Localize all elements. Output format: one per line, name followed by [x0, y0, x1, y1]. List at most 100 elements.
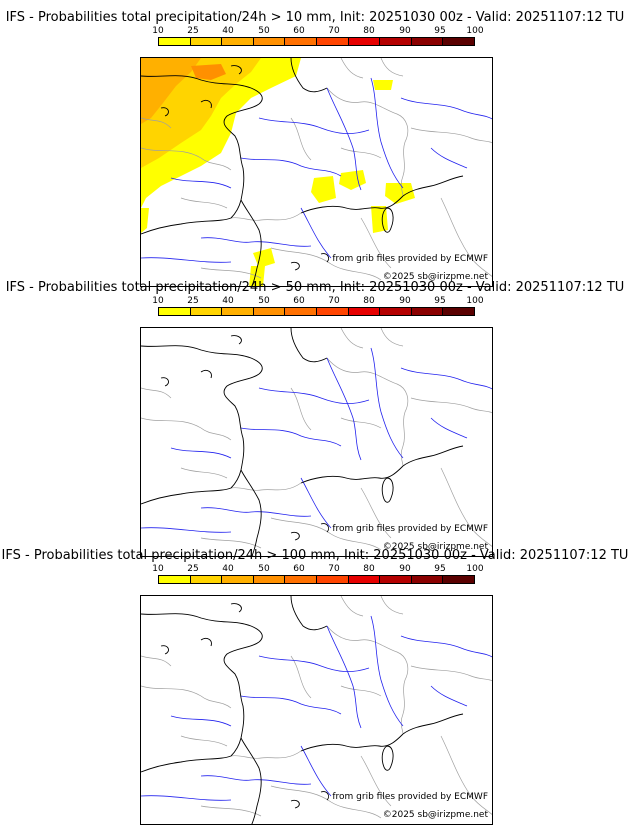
- border-line: [326, 87, 409, 197]
- map-canvas: [141, 596, 492, 824]
- colorbar-segment: [222, 576, 254, 583]
- river-line: [141, 795, 232, 801]
- coastline: [402, 713, 464, 735]
- river-line: [258, 655, 370, 672]
- copyright-credit: ©2025 sb@irizpme.net: [382, 272, 488, 282]
- border-line: [360, 755, 392, 807]
- colorbar-tick-label: 50: [258, 564, 270, 574]
- border-line: [200, 267, 262, 279]
- river-line: [170, 447, 232, 459]
- precipitation-probability-areas: [141, 58, 415, 286]
- colorbar-segment: [348, 576, 381, 583]
- map-canvas: [141, 58, 492, 286]
- colorbar-tick-label: 10: [152, 564, 164, 574]
- colorbar-segment: [380, 576, 412, 583]
- coastline: [402, 445, 464, 467]
- colorbar-labels: 10 25 40 50 60 70 80 90 95 100: [148, 296, 486, 306]
- coastline: [290, 523, 330, 541]
- colorbar-labels: 10 25 40 50 60 70 80 90 95 100: [148, 26, 486, 36]
- coastline: [223, 103, 260, 219]
- colorbar: [158, 307, 475, 316]
- river-line: [200, 237, 312, 247]
- coastline: [290, 58, 328, 93]
- river-line: [200, 775, 312, 785]
- coastline: [300, 195, 404, 214]
- colorbar: [158, 575, 475, 584]
- border-line: [230, 750, 302, 759]
- border-line: [270, 247, 382, 281]
- colorbar-segment: [443, 576, 474, 583]
- coastline: [290, 253, 330, 271]
- colorbar-tick-label: 95: [434, 26, 446, 36]
- colorbar-tick-label: 50: [258, 26, 270, 36]
- coastline: [141, 613, 263, 643]
- colorbar-tick-label: 100: [466, 26, 484, 36]
- colorbar-tick-label: 70: [328, 564, 340, 574]
- coastline: [300, 465, 404, 484]
- colorbar-tick-label: 80: [363, 296, 375, 306]
- colorbar-segment: [316, 308, 349, 315]
- river-line: [300, 477, 332, 529]
- panel-title: IFS - Probabilities total precipitation/…: [5, 10, 625, 25]
- border-line: [141, 685, 232, 709]
- border-line: [180, 735, 228, 747]
- panel-10mm: IFS - Probabilities total precipitation/…: [0, 10, 630, 287]
- border-line: [180, 197, 228, 209]
- colorbar-segment: [190, 308, 223, 315]
- colorbar-tick-label: 40: [222, 26, 234, 36]
- colorbar-tick-label: 25: [187, 296, 199, 306]
- border-line: [326, 357, 409, 467]
- coastline: [240, 737, 262, 824]
- colorbar-tick-label: 40: [222, 296, 234, 306]
- coastline: [223, 373, 260, 489]
- colorbar-segment: [348, 38, 381, 45]
- colorbar-segment: [222, 308, 254, 315]
- river-line: [326, 625, 362, 729]
- coastline: [240, 469, 262, 556]
- border-line: [440, 197, 492, 277]
- river-line: [370, 77, 404, 189]
- base-map-geography: [141, 328, 492, 556]
- coastline: [141, 217, 232, 235]
- river-line: [170, 715, 232, 727]
- border-line: [141, 387, 172, 399]
- copyright-credit: ©2025 sb@irizpme.net: [382, 542, 488, 552]
- source-credit: from grib files provided by ECMWF: [332, 524, 488, 534]
- colorbar-segment: [348, 308, 381, 315]
- colorbar-tick-label: 60: [293, 564, 305, 574]
- river-line: [300, 745, 332, 797]
- river-line: [370, 347, 404, 459]
- colorbar-segment: [285, 576, 317, 583]
- border-line: [230, 482, 302, 491]
- colorbar-tick-label: 60: [293, 296, 305, 306]
- colorbar-tick-label: 70: [328, 296, 340, 306]
- border-line: [340, 596, 404, 617]
- source-credit: from grib files provided by ECMWF: [332, 254, 488, 264]
- colorbar-segment: [159, 38, 191, 45]
- river-line: [326, 357, 362, 461]
- border-line: [270, 785, 382, 819]
- colorbar-tick-label: 90: [399, 296, 411, 306]
- river-line: [400, 97, 492, 120]
- colorbar-segment: [380, 308, 412, 315]
- river-line: [258, 117, 370, 134]
- border-line: [180, 467, 228, 479]
- map-canvas: [141, 328, 492, 556]
- colorbar-segment: [159, 308, 191, 315]
- coastline: [141, 755, 232, 773]
- colorbar-segment: [316, 38, 349, 45]
- colorbar-tick-label: 10: [152, 296, 164, 306]
- border-line: [290, 387, 382, 431]
- map-frame: from grib files provided by ECMWF ©2025 …: [140, 57, 493, 287]
- colorbar-tick-label: 40: [222, 564, 234, 574]
- river-line: [430, 147, 468, 169]
- colorbar-tick-label: 95: [434, 296, 446, 306]
- border-line: [440, 735, 492, 815]
- colorbar-tick-label: 60: [293, 26, 305, 36]
- colorbar-tick-label: 80: [363, 26, 375, 36]
- colorbar-segment: [159, 576, 191, 583]
- colorbar-segment: [443, 308, 474, 315]
- colorbar-segment: [380, 38, 412, 45]
- panel-50mm: IFS - Probabilities total precipitation/…: [0, 280, 630, 557]
- border-line: [340, 58, 404, 79]
